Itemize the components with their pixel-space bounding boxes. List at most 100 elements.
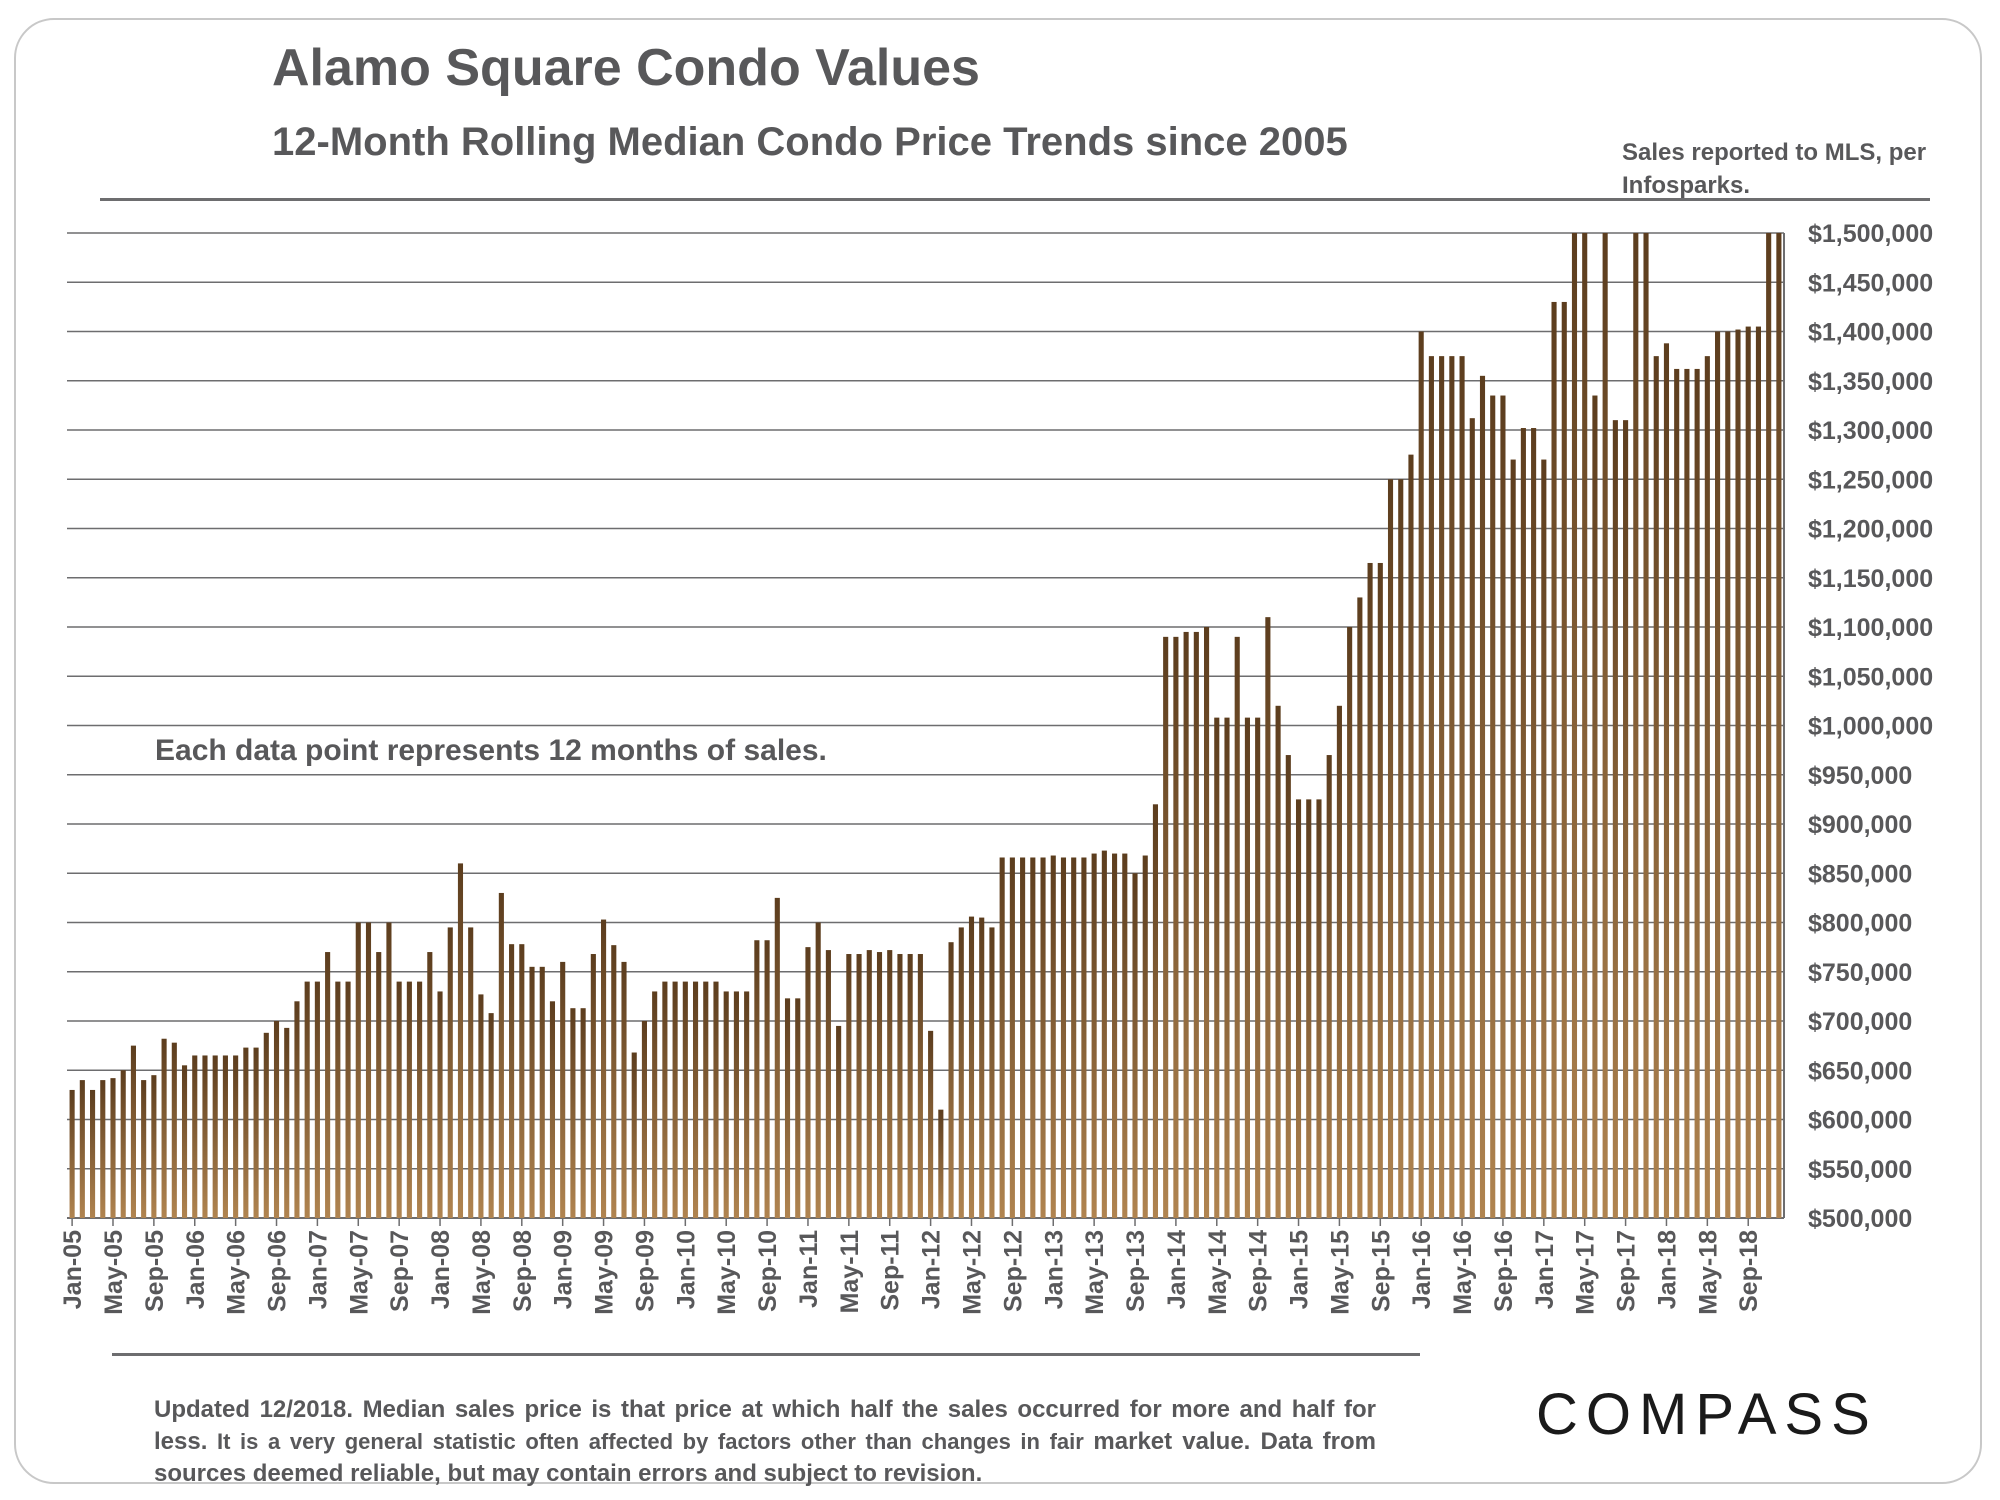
y-tick-label: $600,000 (1808, 1107, 1912, 1135)
bar (1306, 799, 1312, 1219)
bar (1715, 331, 1721, 1218)
bar (192, 1055, 198, 1218)
bar (1142, 855, 1148, 1218)
y-tick-label: $500,000 (1808, 1205, 1912, 1233)
x-tick-label: Jan-17 (1531, 1230, 1559, 1309)
footnote-end: market value. Data from sources deemed r… (154, 1428, 1377, 1487)
bar (1725, 331, 1731, 1218)
x-tick-label: Jan-07 (304, 1230, 332, 1309)
x-tick-label: Jan-11 (795, 1230, 823, 1308)
bar (427, 952, 433, 1218)
bar (1183, 631, 1189, 1218)
y-tick-label: $1,350,000 (1808, 368, 1933, 396)
bar (1755, 326, 1761, 1218)
bar (549, 1001, 556, 1218)
x-tick-label: May-17 (1572, 1230, 1600, 1315)
bar (529, 966, 535, 1218)
x-tick-label: Jan-14 (1163, 1230, 1191, 1309)
x-tick-label: Sep-12 (999, 1230, 1027, 1312)
x-tick-label: May-11 (836, 1230, 864, 1313)
bar (1367, 562, 1373, 1218)
bar (498, 892, 504, 1218)
bar (1674, 368, 1680, 1218)
bar (406, 981, 412, 1218)
bar (1602, 233, 1608, 1218)
bar (130, 1045, 136, 1219)
bar (1490, 395, 1496, 1218)
logo-text: COMPASS (1536, 1382, 1878, 1447)
bar (641, 1021, 647, 1218)
bar (1265, 617, 1271, 1218)
bar (1285, 755, 1291, 1218)
x-tick-label: Sep-05 (141, 1230, 169, 1312)
x-tick-label: May-16 (1449, 1230, 1477, 1315)
bar-series (69, 233, 1782, 1219)
bar (141, 1080, 147, 1218)
bar (836, 1025, 842, 1218)
bar (1571, 233, 1578, 1218)
bar (304, 981, 310, 1218)
y-tick-label: $1,300,000 (1808, 417, 1933, 445)
x-tick-label: Jan-06 (182, 1230, 210, 1309)
bar (1643, 233, 1649, 1218)
chart-subtitle: 12-Month Rolling Median Condo Price Tren… (272, 120, 1348, 164)
bar (1776, 233, 1782, 1218)
bar (1336, 705, 1342, 1218)
y-tick-label: $900,000 (1808, 811, 1912, 839)
x-tick-label: Sep-14 (1245, 1230, 1273, 1312)
y-tick-label: $1,400,000 (1808, 319, 1933, 347)
bar (1071, 857, 1077, 1218)
bar (631, 1052, 637, 1218)
bar (652, 991, 658, 1218)
x-tick-label: Sep-08 (509, 1230, 537, 1312)
bar (784, 998, 791, 1218)
bar (1479, 375, 1486, 1219)
bar (795, 998, 801, 1218)
bar (1663, 343, 1670, 1218)
bar (417, 981, 423, 1218)
bar (1112, 853, 1118, 1218)
y-tick-label: $700,000 (1808, 1008, 1912, 1036)
bar (928, 1030, 934, 1218)
bar (1623, 420, 1629, 1218)
x-tick-label: Sep-17 (1613, 1230, 1641, 1312)
bar (846, 954, 852, 1218)
bar (355, 922, 361, 1218)
y-tick-label: $950,000 (1808, 762, 1912, 790)
x-tick-label: Jan-09 (550, 1230, 578, 1309)
bar (866, 950, 872, 1218)
bar (999, 857, 1005, 1218)
bar (161, 1038, 167, 1218)
bar (1377, 562, 1383, 1218)
bar (1316, 799, 1322, 1219)
bar (1439, 356, 1445, 1219)
x-tick-label: Sep-16 (1490, 1230, 1518, 1312)
bar (1357, 597, 1363, 1218)
x-tick-label: Sep-18 (1735, 1230, 1763, 1312)
x-tick-label: May-10 (713, 1230, 741, 1315)
bar (1050, 855, 1056, 1218)
x-tick-label: May-14 (1204, 1230, 1232, 1315)
y-axis-labels: $500,000 $550,000 $600,000 $650,000 $700,000… (1808, 220, 1933, 1233)
bar (79, 1080, 85, 1218)
bar (335, 981, 341, 1218)
y-tick-label: $800,000 (1808, 910, 1912, 938)
source-note: Sales reported to MLS, per Infosparks. (1622, 139, 1927, 199)
top-divider (100, 198, 1930, 201)
bar (110, 1078, 116, 1218)
bar (539, 966, 545, 1218)
bar (938, 1109, 944, 1218)
bar (457, 863, 464, 1218)
bar (1612, 420, 1618, 1218)
x-tick-label: May-13 (1081, 1230, 1109, 1315)
bar (1653, 356, 1659, 1219)
bar (1592, 395, 1598, 1218)
bar (601, 919, 607, 1218)
bar (100, 1080, 106, 1218)
bar (1684, 368, 1690, 1218)
bar (590, 954, 596, 1218)
bar (519, 944, 525, 1218)
x-tick-label: May-06 (223, 1230, 251, 1315)
bar-chart: $500,000 $550,000 $600,000 $650,000 $700,000… (59, 220, 1933, 1315)
bar (672, 981, 678, 1218)
